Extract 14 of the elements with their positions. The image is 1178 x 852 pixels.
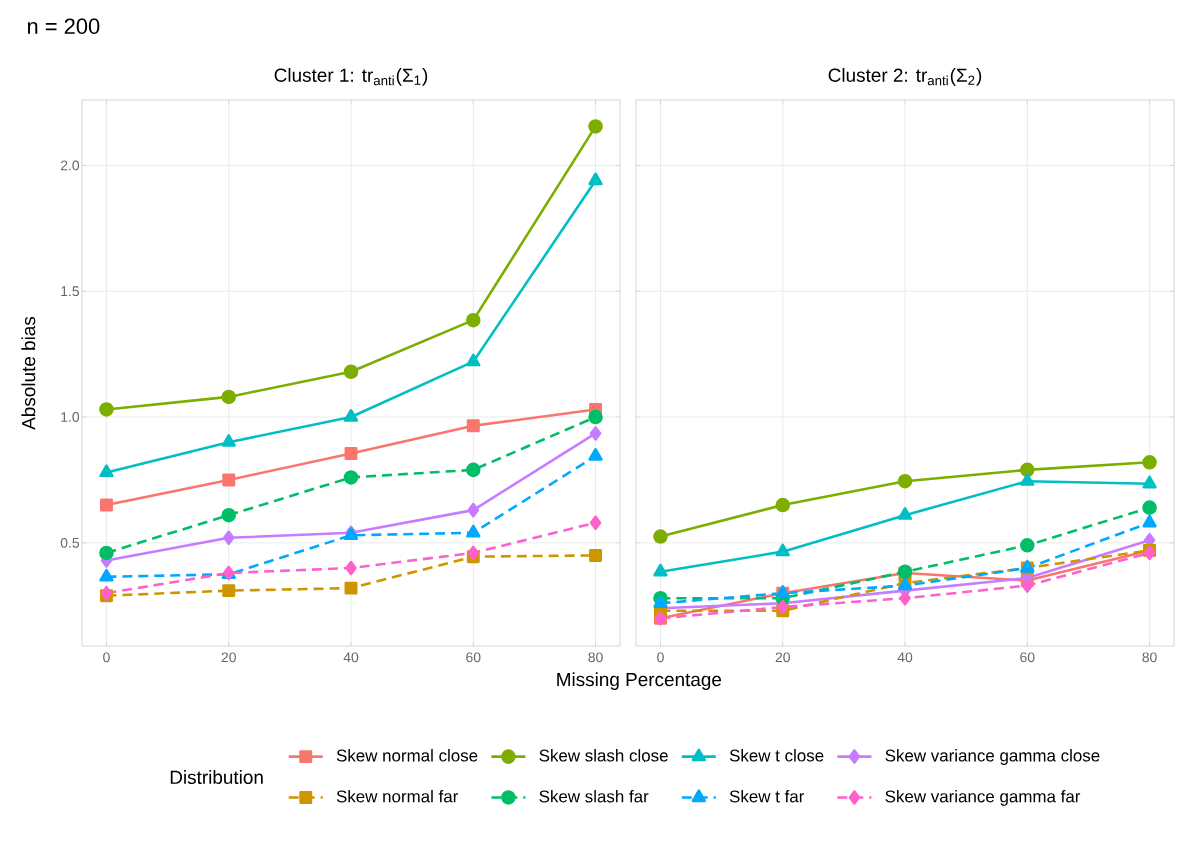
legend-label: Skew slash far [539, 789, 649, 803]
chart-subtitle: Cluster 1: tr$_{anti}$(Σ$_{1}$) [274, 68, 428, 86]
legend-label: Skew slash close [539, 749, 668, 762]
legend-label: Skew normal close [336, 749, 478, 762]
legend-label: Skew normal far [336, 789, 459, 803]
chart-title: n = 200 [27, 18, 100, 35]
chart-subtitle: Cluster 2: tr$_{anti}$(Σ$_{2}$) [828, 68, 982, 86]
legend-label: Skew variance gamma far [885, 789, 1081, 806]
legend-label: Skew t close [729, 749, 824, 762]
legend-label: Skew variance gamma close [885, 749, 1100, 765]
y-axis-title: Absolute bias [21, 316, 36, 430]
legend-label: Skew t far [729, 789, 805, 803]
x-axis-title: Missing Percentage [557, 672, 722, 690]
legend-title: Distribution [170, 770, 263, 784]
